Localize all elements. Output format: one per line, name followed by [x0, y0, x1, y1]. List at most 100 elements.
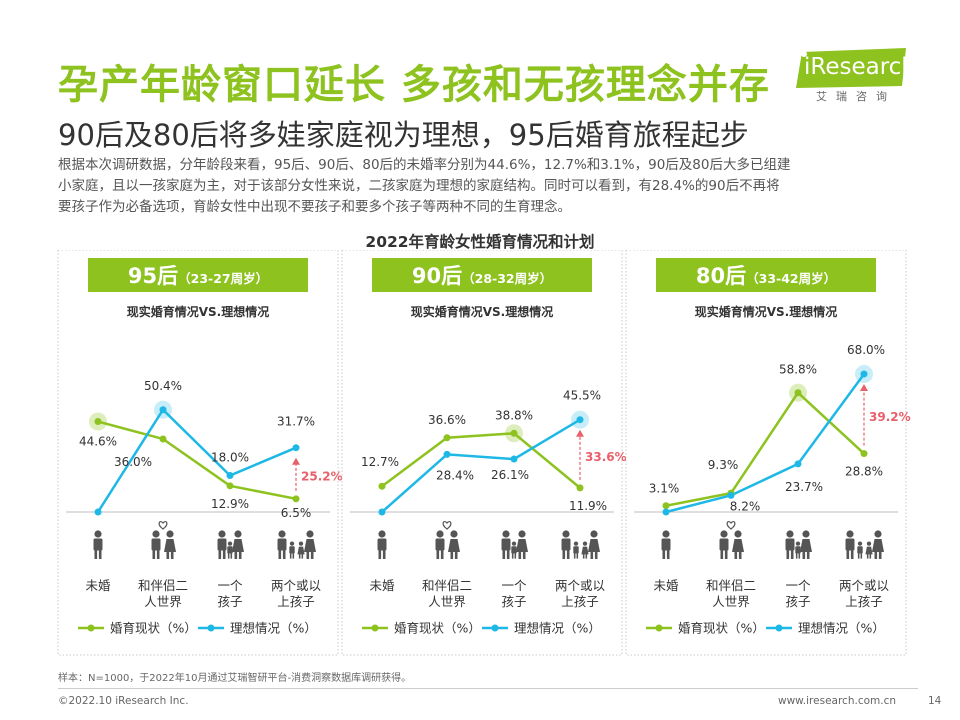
family2-mother-icon-body: [872, 539, 884, 552]
panel-header-badge: [656, 258, 876, 292]
family2-child2-icon-leg-l: [582, 553, 585, 559]
single-person-icon-head: [662, 530, 670, 538]
data-label-actual: 58.8%: [779, 363, 817, 377]
family-mother-icon-leg-l: [802, 550, 806, 559]
family-child-icon-leg-l: [511, 553, 514, 559]
single-person-icon: [661, 530, 671, 559]
family-mother-icon-head: [518, 530, 526, 538]
couple-man-icon-leg-r: [724, 550, 728, 559]
family-mother-icon-head: [234, 530, 242, 538]
panel-age-range: （23-27周岁）: [178, 271, 268, 286]
point-ideal: [794, 460, 802, 468]
legend-ideal-dot: [775, 624, 783, 632]
family2-mother-icon: [304, 530, 316, 559]
couple-man-icon-leg-r: [156, 550, 160, 559]
family2-father-icon-body: [561, 538, 571, 551]
family2-mother-icon: [588, 530, 600, 559]
family2-child2-icon: [865, 541, 873, 559]
single-person-icon: [377, 530, 387, 559]
category-label: 孩子: [501, 594, 526, 609]
family2-child2-icon-leg-l: [866, 553, 869, 559]
family-father-icon-head: [502, 530, 510, 538]
couple-man-icon-head: [436, 530, 444, 538]
couple-man-icon: [719, 530, 729, 559]
category-label: 人世界: [144, 594, 182, 609]
intro-line-2: 小家庭，且以一孩家庭为主，对于该部分女性来说，二孩家庭为理想的家庭结构。同时可以…: [58, 178, 780, 194]
single-person-icon-leg-l: [662, 550, 666, 559]
single-person-icon-head: [94, 530, 102, 538]
point-actual: [510, 429, 518, 437]
family2-father-icon: [845, 530, 855, 559]
family2-child2-icon-head: [298, 541, 304, 546]
family-mother-icon-leg-l: [234, 550, 238, 559]
single-person-icon-leg-l: [94, 550, 98, 559]
family2-child1-icon-head: [573, 541, 579, 546]
family-father-icon-leg-l: [502, 550, 506, 559]
family-child-icon-leg-l: [227, 553, 230, 559]
family2-father-icon: [561, 530, 571, 559]
legend-ideal-label: 理想情况（%）: [514, 621, 601, 636]
heart-icon: [442, 520, 452, 530]
category-label: 两个或以: [555, 578, 606, 593]
point-ideal: [510, 455, 518, 463]
family2-child2-icon-body: [581, 546, 589, 555]
data-label-ideal: 28.4%: [436, 468, 474, 482]
family2-child1-icon-leg-l: [857, 553, 860, 559]
family2-child2-icon-leg-r: [585, 553, 588, 559]
family2-child1-icon-body: [573, 546, 579, 554]
page-number: 14: [928, 695, 942, 707]
sample-note: 样本：N=1000，于2022年10月通过艾瑞智研平台-消费洞察数据库调研获得。: [58, 673, 412, 684]
legend-actual-label: 婚育现状（%）: [394, 621, 481, 636]
category-label: 和伴侣二: [422, 578, 472, 593]
family-father-icon-head: [218, 530, 226, 538]
family-mother-icon: [232, 530, 244, 559]
logo-badge-shape: [796, 48, 906, 88]
family-father-icon-body: [501, 538, 511, 551]
couple-woman-icon-leg-r: [170, 550, 174, 559]
family2-mother-icon-head: [306, 530, 314, 538]
single-person-icon: [93, 530, 103, 559]
family-child-icon-leg-r: [230, 553, 233, 559]
legend-ideal-dot: [207, 624, 215, 632]
couple-woman-icon-leg-l: [734, 550, 738, 559]
family-mother-icon-leg-r: [522, 550, 526, 559]
logo-text: iResearch: [804, 54, 916, 80]
data-label-actual: 28.8%: [845, 465, 883, 479]
couple-woman-icon-leg-r: [738, 550, 742, 559]
legend-actual-dot: [371, 624, 379, 632]
page-subtitle: 90后及80后将多娃家庭视为理想，95后婚育旅程起步: [58, 118, 749, 152]
point-actual: [443, 434, 451, 442]
family2-child1-icon-head: [857, 541, 863, 546]
family2-child1-icon: [289, 541, 295, 559]
family-child-icon: [227, 541, 233, 559]
panel-cohort-name: 80后: [696, 264, 746, 288]
family2-mother-icon-leg-l: [874, 550, 878, 559]
category-label: 未婚: [653, 578, 679, 593]
website-link[interactable]: www.iresearch.com.cn: [778, 695, 897, 707]
family-mother-icon-body: [516, 539, 528, 552]
couple-woman-icon-body: [164, 539, 176, 552]
data-label-actual: 11.9%: [569, 499, 607, 513]
data-label-actual: 6.5%: [281, 506, 312, 520]
family2-child2-icon: [297, 541, 305, 559]
heart-icon: [726, 520, 736, 530]
family2-father-icon-leg-l: [562, 550, 566, 559]
family2-child2-icon-leg-r: [869, 553, 872, 559]
data-label-actual: 38.8%: [495, 408, 533, 422]
gap-label: 33.6%: [585, 450, 627, 464]
panel-frame: [57, 250, 339, 656]
couple-woman-icon-body: [732, 539, 744, 552]
panel-80后: 80后（33-42周岁） 现实婚育情况VS.理想情况 3.1% 9.3% 58.8% 28…: [625, 250, 911, 656]
family2-mother-icon-leg-r: [594, 550, 598, 559]
family2-mother-icon-leg-r: [310, 550, 314, 559]
heart-icon: [158, 520, 168, 530]
family-father-icon-body: [217, 538, 227, 551]
point-ideal: [226, 471, 234, 479]
panel-header-text: 90后（28-32周岁）: [412, 264, 552, 288]
family2-child1-icon: [857, 541, 863, 559]
data-label-ideal: 18.0%: [211, 450, 249, 464]
couple-woman-icon: [164, 530, 176, 559]
family2-mother-icon-leg-l: [306, 550, 310, 559]
chart-panels-svg: 95后（23-27周岁） 现实婚育情况VS.理想情况 44.6% 36.0% 12.9%…: [57, 250, 911, 656]
couple-woman-icon: [732, 530, 744, 559]
